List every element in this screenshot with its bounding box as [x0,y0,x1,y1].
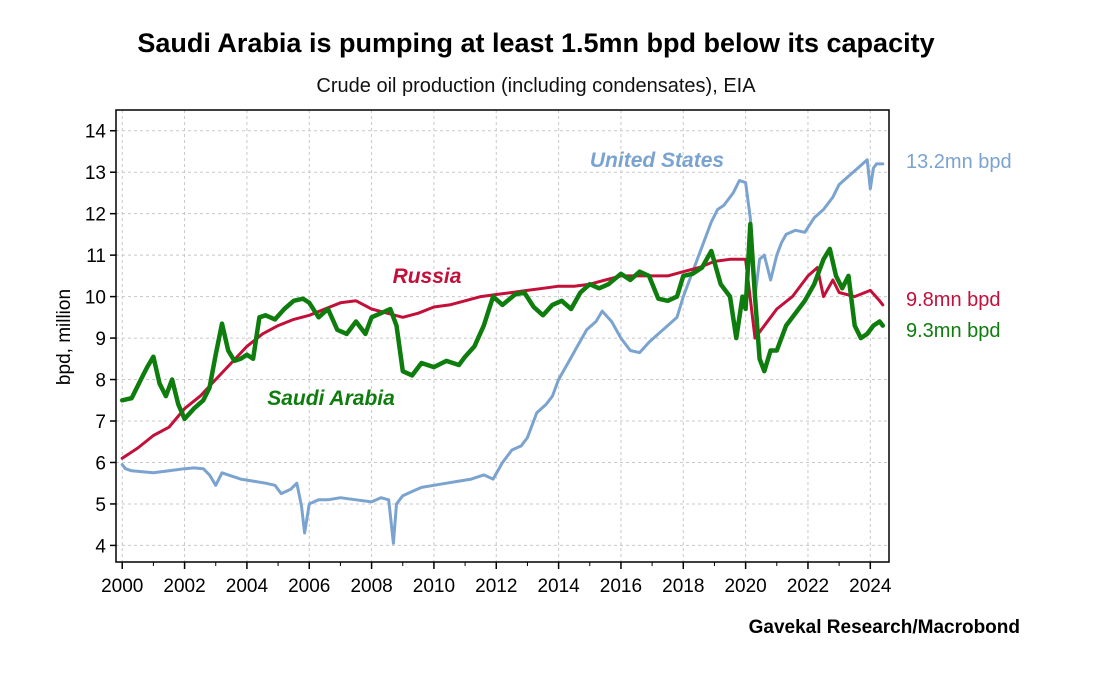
y-tick-label: 11 [86,246,106,267]
x-tick-label: 2014 [537,576,580,597]
y-tick-label: 9 [95,329,106,350]
chart-subtitle: Crude oil production (including condensa… [316,75,756,97]
series-label-russia: Russia [393,265,462,288]
y-tick-label: 6 [95,453,106,474]
y-tick-label: 4 [95,536,106,557]
x-tick-label: 2012 [475,576,517,597]
y-tick-label: 14 [85,122,107,143]
x-tick-label: 2022 [787,576,829,597]
x-tick-label: 2018 [662,576,704,597]
y-tick-label: 13 [85,163,106,184]
series-line-united-states [120,158,885,545]
y-axis-label: bpd, million [54,289,75,385]
y-tick-label: 12 [85,205,106,226]
y-tick-label: 7 [95,412,106,433]
source-credit: Gavekal Research/Macrobond [749,617,1020,638]
y-tick-label: 8 [95,371,106,392]
x-tick-label: 2002 [163,576,205,597]
x-tick-label: 2020 [724,576,766,597]
series-label-saudi-arabia: Saudi Arabia [267,387,395,410]
y-tick-label: 10 [85,288,106,309]
series-lines [119,158,886,545]
gridlines [116,110,889,562]
chart-title: Saudi Arabia is pumping at least 1.5mn b… [137,28,934,58]
end-label-saudi-arabia: 9.3mn bpd [906,320,1001,342]
axis-ticks: 4 5 6 7 8 9 10 11 12 13 14 2000 2002 2004 2006 2008 2010… [85,122,892,597]
x-tick-label: 2000 [101,576,143,597]
end-label-russia: 9.8mn bpd [906,289,1001,311]
x-tick-label: 2016 [600,576,642,597]
end-label-united-states: 13.2mn bpd [906,151,1012,173]
x-tick-label: 2004 [226,576,269,597]
plot-frame [115,109,890,563]
x-tick-label: 2024 [849,576,892,597]
x-tick-label: 2006 [288,576,330,597]
x-tick-label: 2010 [413,576,455,597]
y-tick-label: 5 [95,495,106,516]
x-tick-label: 2008 [350,576,392,597]
series-label-united-states: United States [590,149,724,172]
series-line-russia [120,257,885,460]
series-line-saudi-arabia [119,221,886,422]
